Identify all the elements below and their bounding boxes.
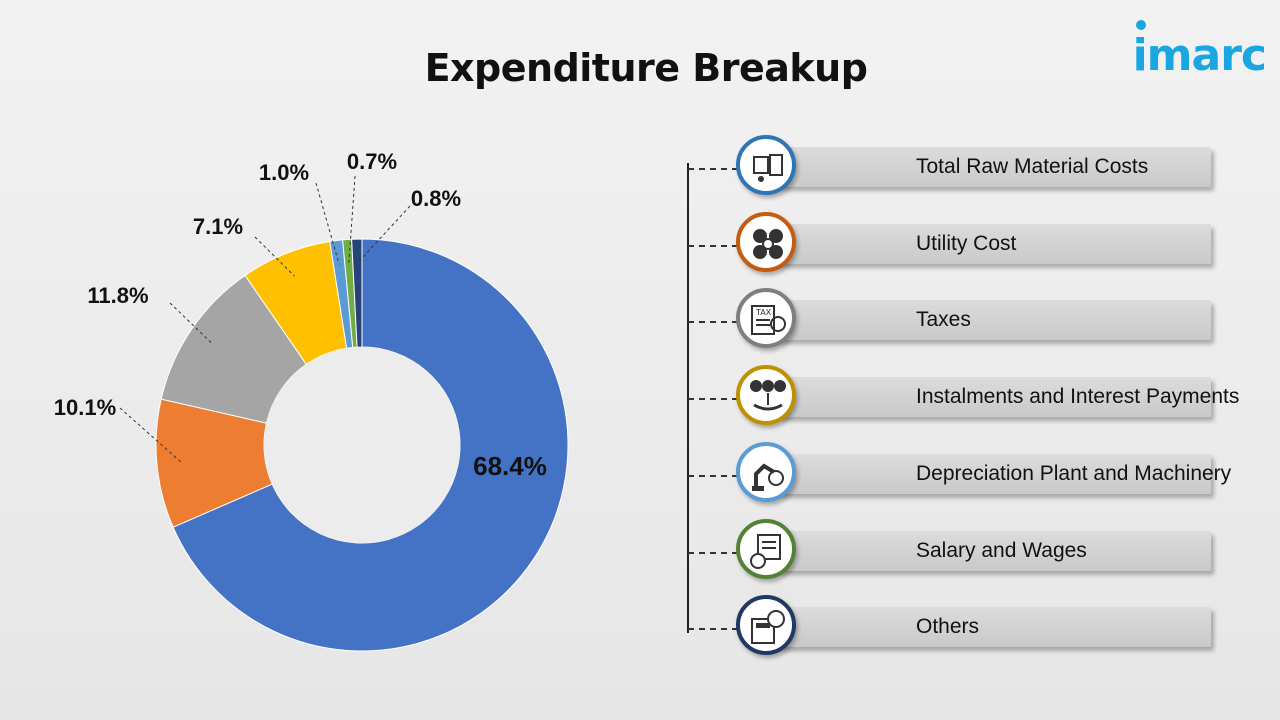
- data-label-instalments-and-interest-payments: 7.1%: [193, 214, 243, 239]
- legend-label: Depreciation Plant and Machinery: [916, 462, 1232, 485]
- donut-chart: 68.4% 10.1% 11.8% 7.1% 1.0% 0.7% 0.8%: [54, 149, 569, 652]
- legend-bar: Others: [778, 607, 1211, 647]
- legend-bar: Instalments and Interest Payments: [778, 377, 1239, 417]
- legend-label: Salary and Wages: [916, 539, 1087, 562]
- legend-bar: Total Raw Material Costs: [778, 147, 1211, 187]
- legend-dash-line: [688, 398, 738, 400]
- svg-text:TAX: TAX: [755, 308, 772, 317]
- interest-payment-icon: [736, 365, 796, 425]
- salary-icon: [736, 519, 796, 579]
- data-label-total-raw-material-costs: 68.4%: [473, 451, 547, 481]
- raw-material-icon: [736, 135, 796, 195]
- tax-icon: TAX: [736, 288, 796, 348]
- legend-dash-line: [688, 475, 738, 477]
- donut-hole: [264, 347, 460, 543]
- legend-dash-line: [688, 245, 738, 247]
- others-icon: [736, 595, 796, 655]
- utility-icon: [736, 212, 796, 272]
- machinery-icon: [736, 442, 796, 502]
- logo-text: imarc: [1132, 30, 1267, 81]
- leader-line-others: [357, 205, 411, 264]
- data-label-salary-and-wages: 0.7%: [347, 149, 397, 174]
- data-label-others: 0.8%: [411, 186, 461, 211]
- legend-bar: Depreciation Plant and Machinery: [778, 454, 1231, 494]
- legend-label: Taxes: [916, 308, 971, 331]
- legend-bar: Taxes: [778, 300, 1211, 340]
- legend-label: Total Raw Material Costs: [916, 155, 1149, 178]
- legend-dash-line: [688, 321, 738, 323]
- chart-title: Expenditure Breakup: [424, 46, 868, 90]
- legend-label: Utility Cost: [916, 232, 1017, 255]
- legend-dash-line: [688, 628, 738, 630]
- legend-dash-line: [688, 552, 738, 554]
- legend-dash-line: [688, 168, 738, 170]
- leader-line-utility-cost: [119, 407, 182, 463]
- leader-line-salary-and-wages: [348, 175, 356, 264]
- imarc-logo: imarc: [1132, 20, 1267, 81]
- data-label-taxes: 11.8%: [87, 283, 148, 308]
- legend-label: Others: [916, 615, 980, 638]
- legend-bar: Utility Cost: [778, 224, 1211, 264]
- data-label-depreciation-plant-and-machinery: 1.0%: [259, 160, 309, 185]
- data-label-utility-cost: 10.1%: [54, 395, 116, 420]
- leader-line-depreciation-plant-and-machinery: [315, 182, 340, 265]
- legend-label: Instalments and Interest Payments: [916, 385, 1240, 408]
- logo-dot-icon: [1135, 20, 1146, 30]
- legend-bar: Salary and Wages: [778, 531, 1211, 571]
